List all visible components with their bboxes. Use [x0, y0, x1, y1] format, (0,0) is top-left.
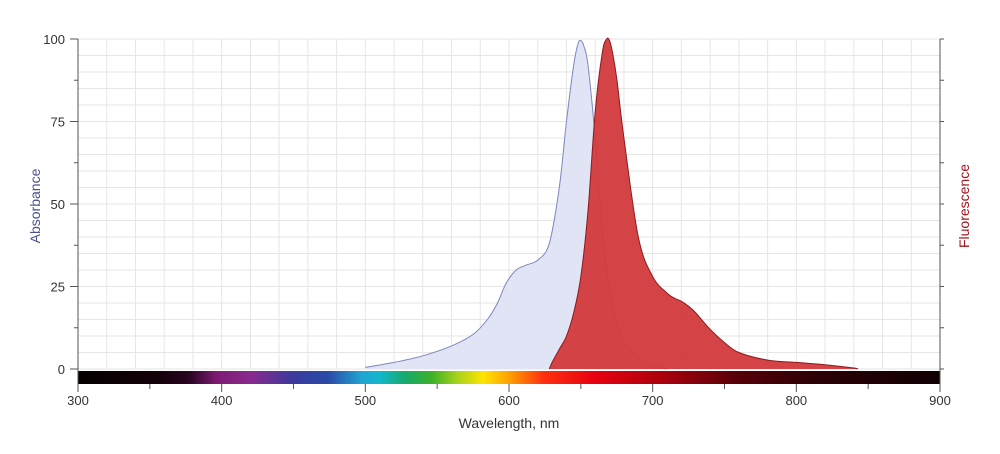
grid — [77, 38, 941, 370]
x-tick-label: 800 — [785, 393, 807, 408]
y-tick-label: 75 — [51, 115, 65, 130]
axis-ticks: 0 25 50 75 100 300 400 500 600 700 800 900 — [43, 32, 951, 408]
x-tick-label: 700 — [642, 393, 664, 408]
x-tick-label: 600 — [498, 393, 520, 408]
x-tick-label: 400 — [211, 393, 233, 408]
y-tick-label: 50 — [51, 197, 65, 212]
y-tick-label: 25 — [51, 280, 65, 295]
y-tick-label: 0 — [58, 362, 65, 377]
x-tick-label: 300 — [67, 393, 89, 408]
fluorescence-line — [548, 37, 859, 370]
wavelength-spectrum-bar — [78, 371, 940, 384]
x-tick-label: 500 — [354, 393, 376, 408]
y-axis-title-right: Fluorescence — [956, 164, 972, 248]
x-tick-label: 900 — [929, 393, 951, 408]
x-axis-title: Wavelength, nm — [459, 415, 560, 431]
y-axis-title-left: Absorbance — [27, 168, 43, 243]
fluorescence-area — [549, 38, 859, 369]
y-tick-label: 100 — [43, 32, 65, 47]
plot-area — [365, 37, 859, 370]
